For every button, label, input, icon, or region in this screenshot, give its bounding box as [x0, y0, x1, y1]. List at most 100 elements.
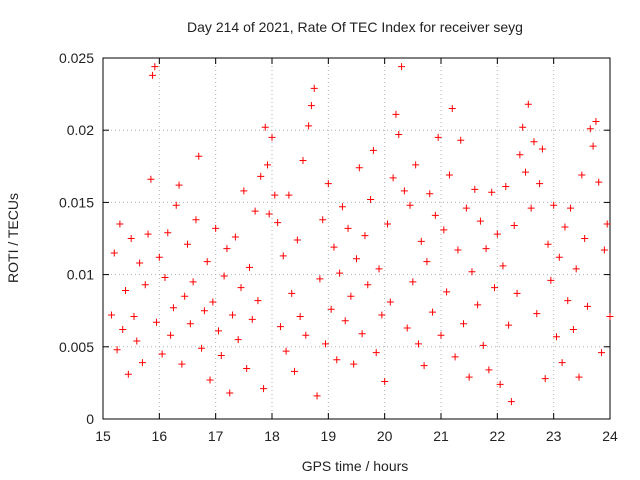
data-point-marker — [547, 276, 555, 284]
data-point-marker — [319, 216, 327, 224]
data-point-marker — [175, 181, 183, 189]
data-point-marker — [149, 71, 157, 79]
data-point-marker — [468, 268, 476, 276]
data-point-marker — [513, 289, 521, 297]
data-point-marker — [324, 180, 332, 188]
data-point-marker — [130, 312, 138, 320]
data-point-marker — [555, 253, 563, 261]
data-point-marker — [186, 320, 194, 328]
data-point-marker — [606, 312, 614, 320]
x-tick-label: 15 — [95, 428, 111, 444]
data-point-marker — [476, 217, 484, 225]
data-point-marker — [305, 122, 313, 130]
grid-layer — [103, 58, 610, 419]
data-point-marker — [558, 359, 566, 367]
data-point-marker — [524, 100, 532, 108]
data-point-marker — [240, 187, 248, 195]
data-point-marker — [544, 240, 552, 248]
data-point-marker — [338, 203, 346, 211]
x-tick-label: 19 — [321, 428, 337, 444]
data-point-marker — [355, 164, 363, 172]
data-point-marker — [589, 142, 597, 150]
data-point-marker — [361, 232, 369, 240]
data-point-marker — [392, 110, 400, 118]
data-point-marker — [519, 123, 527, 131]
data-point-marker — [552, 333, 560, 341]
data-point-marker — [426, 190, 434, 198]
data-point-marker — [336, 269, 344, 277]
data-point-marker — [586, 125, 594, 133]
data-point-marker — [263, 161, 271, 169]
data-point-marker — [257, 172, 265, 180]
data-point-marker — [155, 253, 163, 261]
data-point-marker — [141, 281, 149, 289]
data-point-marker — [561, 223, 569, 231]
data-point-marker — [181, 292, 189, 300]
data-point-marker — [169, 304, 177, 312]
data-point-marker — [420, 362, 428, 370]
data-point-marker — [465, 373, 473, 381]
data-point-marker — [398, 63, 406, 71]
data-point-marker — [127, 235, 135, 242]
data-point-marker — [564, 297, 572, 305]
y-axis-label: ROTI / TECUs — [5, 193, 21, 283]
data-point-marker — [603, 220, 611, 228]
tick-layer: 15 16 17 18 19 20 21 22 23 24 0 0.005 0.01 0.015 0.02 0… — [59, 50, 618, 444]
data-point-marker — [479, 341, 487, 349]
data-point-marker — [389, 174, 397, 182]
data-point-marker — [395, 131, 403, 139]
data-point-marker — [217, 351, 225, 359]
data-point-marker — [488, 188, 496, 196]
data-point-marker — [550, 201, 558, 209]
x-tick-label: 22 — [490, 428, 506, 444]
data-point-marker — [200, 307, 208, 315]
data-point-marker — [592, 118, 600, 126]
data-point-marker — [293, 236, 301, 244]
x-tick-label: 23 — [546, 428, 562, 444]
data-point-marker — [248, 315, 256, 323]
data-point-marker — [440, 226, 448, 234]
data-point-marker — [147, 175, 155, 183]
data-point-marker — [261, 123, 269, 131]
data-point-marker — [220, 272, 228, 280]
data-point-marker — [353, 255, 360, 263]
data-point-marker — [214, 327, 222, 335]
data-point-marker — [212, 224, 220, 232]
data-point-marker — [136, 259, 144, 267]
data-point-marker — [502, 183, 510, 191]
data-point-marker — [245, 263, 253, 271]
y-tick-label: 0.015 — [59, 194, 94, 210]
data-point-marker — [429, 308, 437, 316]
data-point-marker — [527, 204, 535, 212]
data-point-marker — [474, 301, 482, 309]
data-point-marker — [578, 171, 586, 179]
data-point-marker — [409, 278, 417, 286]
data-point-marker — [507, 398, 515, 406]
data-point-marker — [299, 157, 307, 165]
x-tick-label: 21 — [433, 428, 449, 444]
data-point-marker — [569, 325, 577, 333]
x-tick-label: 20 — [377, 428, 393, 444]
plot-frame — [102, 57, 611, 420]
data-point-marker — [291, 367, 299, 375]
data-point-marker — [153, 318, 161, 326]
data-point-marker — [403, 324, 411, 332]
data-point-marker — [575, 373, 583, 381]
data-point-marker — [364, 281, 372, 289]
data-point-marker — [223, 245, 231, 253]
data-point-marker — [243, 364, 251, 372]
data-point-marker — [251, 207, 259, 215]
data-point-marker — [533, 310, 541, 318]
data-point-marker — [206, 376, 214, 384]
data-point-marker — [471, 185, 479, 193]
data-point-marker — [195, 152, 203, 160]
data-point-marker — [462, 204, 470, 212]
data-point-marker — [189, 278, 197, 286]
data-point-marker — [198, 344, 206, 352]
data-point-marker — [460, 320, 468, 328]
data-point-marker — [369, 146, 377, 154]
data-point-marker — [386, 298, 394, 306]
data-point-marker — [451, 353, 459, 361]
y-tick-label: 0.02 — [67, 122, 94, 138]
data-point-marker — [482, 245, 490, 253]
